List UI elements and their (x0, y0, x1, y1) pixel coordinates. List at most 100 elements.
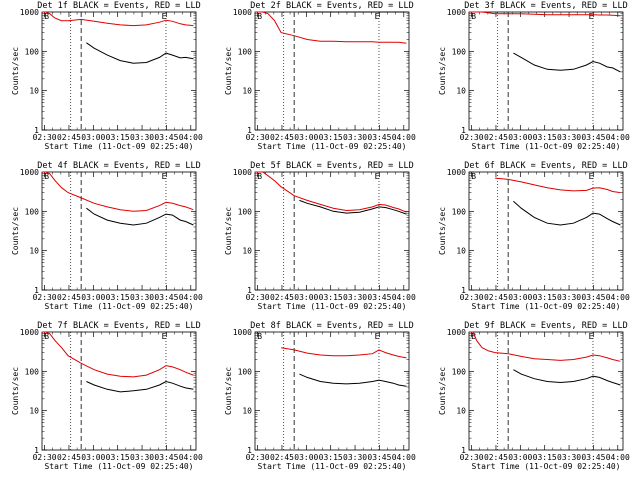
x-tick-label: 03:00 (295, 293, 319, 302)
y-tick-label: 10 (456, 247, 466, 256)
y-tick-label: 10 (456, 407, 466, 416)
x-tick-label: 04:00 (179, 293, 203, 302)
y-tick-label: 100 (451, 47, 466, 56)
y-axis-label: Counts/sec (11, 207, 20, 255)
x-tick-label: 04:00 (605, 453, 629, 462)
marker-e-label: E (375, 172, 380, 181)
marker-e-label: E (588, 12, 593, 21)
x-tick-label: 03:00 (295, 133, 319, 142)
y-tick-label: 1 (248, 446, 253, 455)
x-tick-label: 03:45 (581, 133, 605, 142)
y-axis-label: Counts/sec (224, 47, 233, 95)
series-events-line (86, 380, 194, 393)
x-axis-label: Start Time (11-Oct-09 02:25:40) (44, 462, 193, 471)
x-tick-label: 02:45 (57, 133, 81, 142)
x-tick-label: 03:15 (106, 293, 130, 302)
x-tick-label: 02:30 (33, 293, 57, 302)
x-tick-label: 04:00 (179, 453, 203, 462)
y-tick-label: 1000 (20, 8, 39, 17)
chart-2: Det 2f BLACK = Events, RED = LLD 1 10 100 10… (224, 1, 416, 151)
y-tick-label: 10 (243, 247, 253, 256)
y-tick-label: 100 (25, 367, 40, 376)
x-tick-label: 02:30 (33, 133, 57, 142)
x-tick-label: 03:15 (319, 293, 343, 302)
x-tick-label: 03:30 (130, 453, 154, 462)
x-tick-label: 03:15 (532, 453, 556, 462)
y-tick-label: 1000 (446, 328, 465, 337)
x-tick-label: 02:45 (270, 293, 294, 302)
marker-b-label: B (471, 12, 476, 21)
plot-frame (254, 171, 410, 291)
marker-e-label: E (162, 12, 167, 21)
marker-b-label: B (471, 172, 476, 181)
marker-e-label: E (162, 172, 167, 181)
y-tick-label: 1 (248, 286, 253, 295)
y-tick-label: 1000 (233, 328, 252, 337)
y-tick-label: 100 (25, 47, 40, 56)
x-tick-label: 02:45 (484, 133, 508, 142)
chart-6: Det 6f BLACK = Events, RED = LLD 1 10 100 10… (438, 161, 630, 311)
y-tick-label: 10 (243, 407, 253, 416)
marker-b-label: B (44, 12, 49, 21)
series-lld-line (41, 171, 194, 212)
chart-title: Det 2f BLACK = Events, RED = LLD (251, 1, 414, 11)
y-tick-label: 10 (456, 87, 466, 96)
chart-5: Det 5f BLACK = Events, RED = LLD 1 10 100 10… (224, 161, 416, 311)
y-axis-label: Counts/sec (438, 207, 447, 255)
x-tick-label: 03:30 (343, 293, 367, 302)
x-tick-label: 04:00 (605, 293, 629, 302)
x-tick-label: 02:30 (459, 453, 483, 462)
x-axis-label: Start Time (11-Oct-09 02:25:40) (471, 142, 620, 151)
x-tick-label: 02:45 (57, 293, 81, 302)
y-tick-label: 1 (248, 126, 253, 135)
x-tick-label: 04:00 (392, 453, 416, 462)
series-events-line (512, 200, 621, 226)
y-tick-label: 1 (461, 286, 466, 295)
series-events-line (512, 369, 621, 386)
x-tick-label: 03:00 (508, 453, 532, 462)
series-lld-line (494, 177, 621, 194)
x-axis-label: Start Time (11-Oct-09 02:25:40) (471, 302, 620, 311)
x-tick-label: 02:30 (246, 453, 270, 462)
marker-b-label: B (258, 172, 263, 181)
x-tick-label: 03:15 (319, 453, 343, 462)
x-tick-label: 02:45 (484, 453, 508, 462)
x-tick-label: 03:30 (343, 453, 367, 462)
y-tick-label: 1000 (20, 168, 39, 177)
marker-b-label: B (44, 172, 49, 181)
chart-title: Det 7f BLACK = Events, RED = LLD (37, 321, 200, 331)
x-tick-label: 03:00 (81, 133, 105, 142)
y-tick-label: 1 (461, 446, 466, 455)
marker-e-label: E (588, 332, 593, 341)
y-tick-label: 100 (451, 207, 466, 216)
y-axis-label: Counts/sec (11, 367, 20, 415)
y-tick-label: 10 (29, 87, 39, 96)
x-tick-label: 03:45 (581, 293, 605, 302)
x-tick-label: 04:00 (179, 133, 203, 142)
x-axis-label: Start Time (11-Oct-09 02:25:40) (258, 302, 407, 311)
y-tick-label: 1 (34, 446, 39, 455)
x-axis-label: Start Time (11-Oct-09 02:25:40) (258, 462, 407, 471)
series-events-line (299, 373, 407, 387)
y-tick-label: 100 (451, 367, 466, 376)
series-events-line (512, 52, 621, 73)
x-tick-label: 04:00 (392, 293, 416, 302)
series-lld-line (255, 11, 407, 44)
chart-title: Det 1f BLACK = Events, RED = LLD (37, 1, 200, 11)
marker-e-label: E (375, 332, 380, 341)
plot-frame (41, 11, 197, 131)
plot-frame (468, 171, 624, 291)
x-tick-label: 03:30 (557, 453, 581, 462)
x-tick-label: 03:00 (81, 293, 105, 302)
plot-frame (468, 331, 624, 451)
marker-b-label: B (258, 332, 263, 341)
x-tick-label: 03:30 (557, 293, 581, 302)
marker-b-label: B (471, 332, 476, 341)
plot-frame (468, 11, 624, 131)
x-axis-label: Start Time (11-Oct-09 02:25:40) (44, 302, 193, 311)
x-tick-label: 03:30 (557, 133, 581, 142)
chart-1: Det 1f BLACK = Events, RED = LLD 1 10 100 10… (11, 1, 203, 151)
y-tick-label: 10 (243, 87, 253, 96)
x-tick-label: 02:45 (484, 293, 508, 302)
